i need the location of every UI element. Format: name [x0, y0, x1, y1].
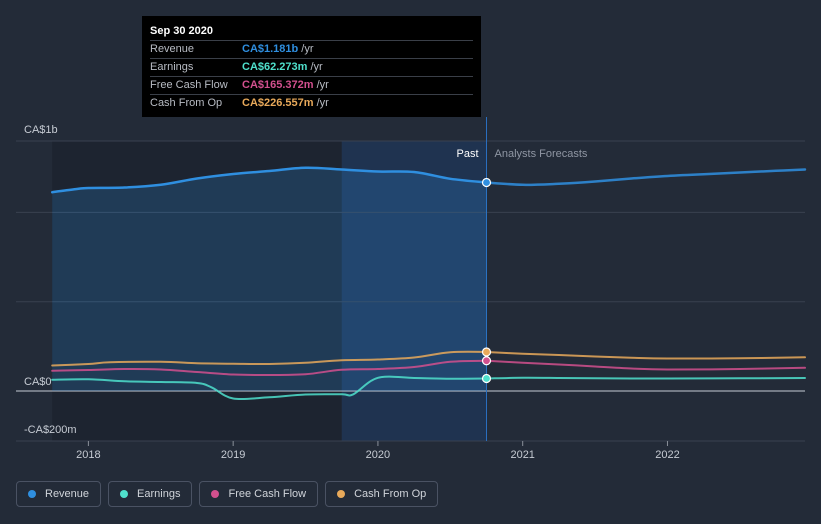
forecast-label: Analysts Forecasts	[495, 148, 588, 160]
tooltip-value: CA$165.372m	[242, 79, 314, 91]
tooltip-unit: /yr	[316, 79, 329, 91]
tooltip-unit: /yr	[301, 43, 314, 55]
tooltip-value: CA$1.181b	[242, 43, 299, 55]
tooltip-row-cash-from-op: Cash From Op CA$226.557m /yr	[150, 95, 473, 112]
tooltip: Sep 30 2020 Revenue CA$1.181b /yr Earnin…	[142, 16, 481, 117]
series-line-earnings-past	[51, 375, 488, 401]
x-tick-label: 2021	[510, 449, 534, 461]
legend-item-cash-from-op[interactable]: Cash From Op	[325, 481, 439, 507]
x-tick-label: 2018	[76, 449, 100, 461]
y-tick-label: CA$0	[24, 376, 52, 388]
tooltip-label: Cash From Op	[150, 97, 223, 109]
tooltip-row-revenue: Revenue CA$1.181b /yr	[150, 41, 473, 59]
legend-item-free-cash-flow[interactable]: Free Cash Flow	[199, 481, 319, 507]
series-point-free-cash-flow	[481, 356, 492, 366]
series-line-revenue-forecast	[485, 168, 807, 187]
tooltip-label: Earnings	[150, 61, 194, 73]
x-tick-label: 2019	[221, 449, 245, 461]
legend: Revenue Earnings Free Cash Flow Cash Fro…	[16, 481, 445, 507]
y-tick-label: -CA$200m	[24, 424, 77, 436]
tooltip-label: Revenue	[150, 43, 195, 55]
series-area-revenue	[52, 167, 487, 391]
series-line-free-cash-flow-forecast	[485, 359, 806, 371]
tooltip-row-earnings: Earnings CA$62.273m /yr	[150, 59, 473, 77]
legend-item-revenue[interactable]: Revenue	[16, 481, 102, 507]
tooltip-unit: /yr	[310, 61, 323, 73]
legend-label: Cash From Op	[354, 488, 427, 500]
series-line-cash-from-op-forecast	[485, 351, 806, 360]
series-line-earnings-forecast	[485, 376, 806, 380]
legend-label: Earnings	[137, 488, 181, 500]
legend-dot-icon	[337, 490, 346, 498]
series-point-earnings	[481, 373, 492, 384]
series-line-free-cash-flow-past	[51, 359, 488, 377]
past-label: Past	[456, 148, 478, 160]
legend-label: Free Cash Flow	[228, 488, 307, 500]
tooltip-row-free-cash-flow: Free Cash Flow CA$165.372m /yr	[150, 77, 473, 95]
x-tick-label: 2022	[655, 449, 679, 461]
series-line-revenue-past	[50, 166, 488, 194]
legend-item-earnings[interactable]: Earnings	[108, 481, 193, 507]
x-tick-label: 2020	[366, 449, 390, 461]
tooltip-value: CA$62.273m	[242, 61, 308, 73]
series-line-cash-from-op-past	[51, 350, 488, 367]
y-tick-label: CA$1b	[24, 124, 58, 136]
legend-dot-icon	[120, 490, 129, 498]
legend-dot-icon	[211, 490, 220, 498]
tooltip-label: Free Cash Flow	[150, 79, 228, 91]
series-point-cash-from-op	[481, 347, 492, 357]
legend-label: Revenue	[45, 488, 90, 500]
tooltip-date: Sep 30 2020	[150, 24, 473, 41]
tooltip-value: CA$226.557m	[242, 97, 314, 109]
tooltip-unit: /yr	[316, 97, 329, 109]
legend-dot-icon	[28, 490, 36, 498]
series-point-revenue	[481, 177, 492, 188]
